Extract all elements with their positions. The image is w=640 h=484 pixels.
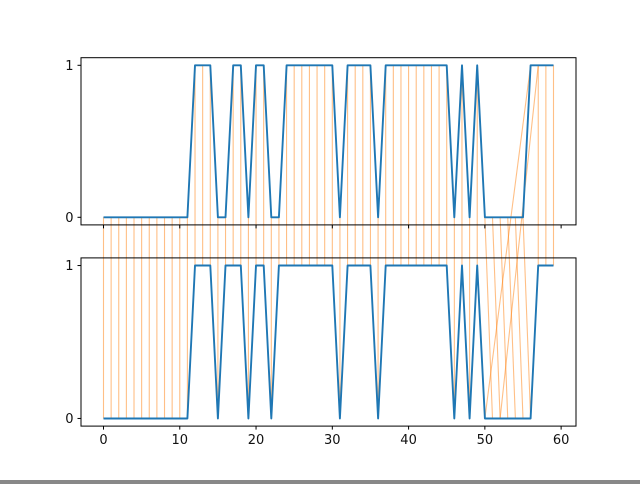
connection-line (499, 217, 509, 419)
bottom-y-tick-label: 1 (65, 259, 73, 274)
connection-line (507, 217, 516, 419)
top-axes-frame (80, 57, 577, 226)
connection-line (484, 217, 494, 419)
top-y-tick-label: 1 (65, 59, 73, 74)
bottom-x-tick-label: 60 (553, 433, 570, 448)
bottom-x-tick-label: 30 (324, 433, 341, 448)
bottom-x-tick-label: 50 (477, 433, 494, 448)
connection-line (522, 217, 532, 419)
bottom-x-tick-label: 10 (171, 433, 188, 448)
connection-line (514, 217, 524, 419)
top-y-tick-label: 0 (65, 211, 73, 226)
alignment-connection-lines (102, 65, 555, 419)
top-signal-line (103, 64, 554, 219)
bottom-x-tick-label: 40 (400, 433, 417, 448)
bottom-y-tick-label: 0 (65, 412, 73, 427)
connection-line (499, 65, 539, 419)
connection-line (491, 217, 501, 419)
bottom-x-tick-label: 0 (99, 433, 107, 448)
bottom-x-tick-label: 20 (248, 433, 265, 448)
bottom-axes-frame (80, 257, 577, 427)
bottom-signal-line (103, 264, 554, 420)
connection-line (484, 65, 532, 419)
